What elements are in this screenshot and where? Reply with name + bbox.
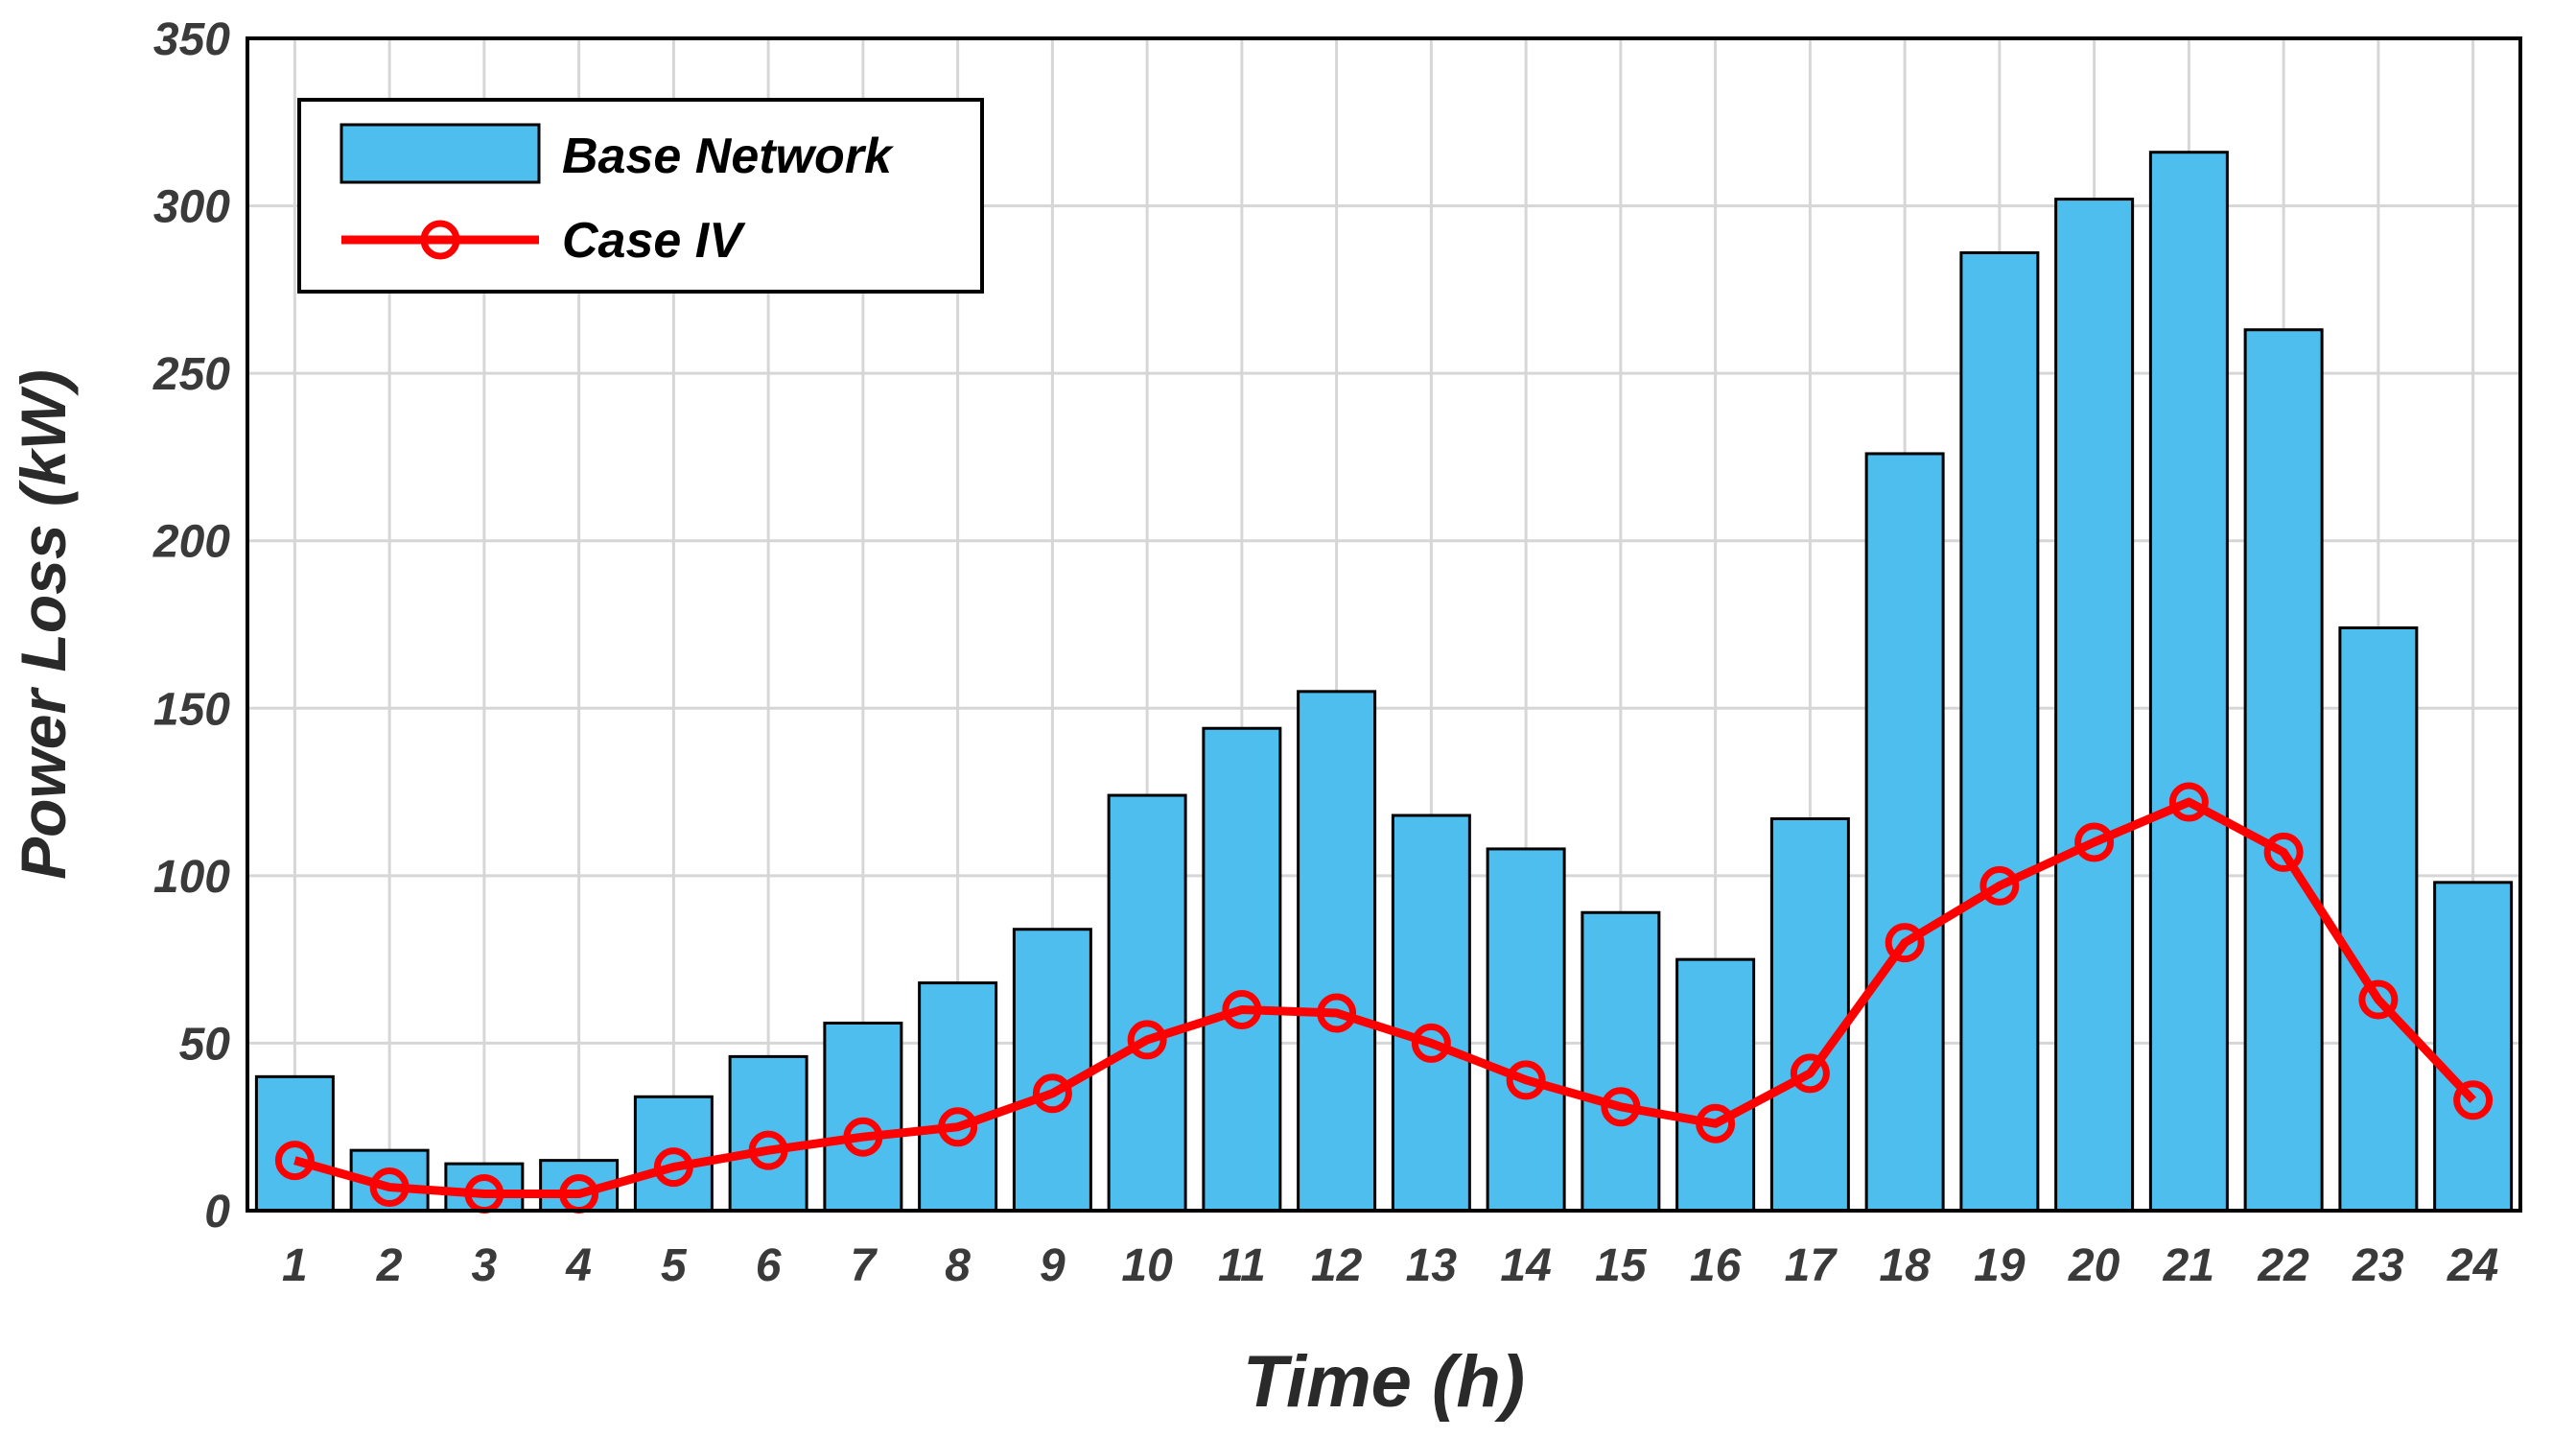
x-axis-title: Time (h)	[1243, 1341, 1525, 1423]
x-tick-label: 12	[1311, 1240, 1363, 1291]
bar-base-network-18	[1864, 452, 1945, 1213]
x-tick-label: 17	[1785, 1240, 1838, 1291]
point-case-iv-9	[1032, 1073, 1072, 1114]
x-tick-label: 14	[1500, 1240, 1551, 1291]
x-tick-label: 1	[282, 1240, 308, 1291]
x-tick-label: 24	[2447, 1240, 2498, 1291]
x-tick-label: 11	[1218, 1240, 1266, 1291]
x-tick-label: 9	[1040, 1240, 1066, 1291]
x-tick-label: 18	[1879, 1240, 1931, 1291]
bar-base-network-7	[823, 1021, 903, 1213]
point-case-iv-8	[938, 1107, 978, 1147]
x-tick-label: 5	[661, 1240, 688, 1291]
bar-base-network-11	[1202, 726, 1282, 1213]
y-tick-labels: 0 50 100 150 200 250 300 350	[152, 14, 230, 1238]
x-tick-label: 10	[1121, 1240, 1173, 1291]
bar-base-network-23	[2338, 625, 2419, 1213]
bar-base-network-12	[1297, 690, 1377, 1213]
y-tick-label: 300	[153, 182, 230, 233]
y-axis-title: Power Loss (kW)	[8, 369, 79, 880]
point-case-iv-10	[1127, 1020, 1167, 1060]
x-tick-label: 3	[472, 1240, 498, 1291]
line-case-iv	[293, 797, 2476, 1199]
y-tick-label: 50	[179, 1019, 231, 1070]
point-case-iv-13	[1411, 1023, 1451, 1063]
point-case-iv-22	[2263, 832, 2304, 872]
bar-base-network-14	[1486, 847, 1566, 1213]
bar-base-network-6	[728, 1054, 808, 1213]
point-case-iv-5	[653, 1147, 693, 1188]
plot-frame	[246, 36, 2522, 1213]
point-case-iv-23	[2358, 979, 2399, 1020]
point-case-iv-17	[1790, 1053, 1830, 1094]
point-case-iv-20	[2074, 822, 2115, 862]
y-tick-label: 350	[153, 14, 230, 65]
x-tick-label: 7	[851, 1240, 878, 1291]
point-case-iv-24	[2453, 1080, 2494, 1120]
point-case-iv-21	[2168, 782, 2209, 822]
bar-base-network-10	[1107, 793, 1187, 1213]
x-tick-label: 22	[2257, 1240, 2309, 1291]
point-case-iv-18	[1885, 923, 1925, 963]
bar-base-network-21	[2148, 151, 2229, 1213]
legend-marker-case-iv	[420, 220, 460, 260]
y-tick-label: 200	[152, 517, 230, 568]
point-case-iv-19	[1979, 865, 2020, 906]
bar-base-network-13	[1391, 813, 1471, 1213]
bar-base-network-19	[1959, 250, 2040, 1213]
bar-base-network-9	[1012, 928, 1092, 1213]
point-case-iv-3	[464, 1174, 504, 1214]
point-case-iv-4	[559, 1174, 599, 1214]
x-tick-label: 13	[1406, 1240, 1458, 1291]
bar-base-network-8	[918, 981, 998, 1213]
x-tick-label: 21	[2163, 1240, 2214, 1291]
legend-label-case-iv: Case IV	[562, 213, 746, 269]
x-tick-label: 8	[945, 1240, 971, 1291]
x-tick-label: 6	[756, 1240, 782, 1291]
legend: Base Network Case IV	[297, 98, 984, 294]
bar-base-network-20	[2054, 198, 2135, 1213]
legend-swatch-base-network	[340, 123, 541, 184]
x-tick-label: 15	[1595, 1240, 1648, 1291]
bar-base-network-22	[2243, 328, 2324, 1213]
x-tick-label: 20	[2068, 1240, 2120, 1291]
point-case-iv-15	[1601, 1087, 1641, 1127]
line-series	[274, 782, 2494, 1214]
point-case-iv-7	[843, 1117, 883, 1157]
bar-base-network-17	[1769, 817, 1850, 1213]
point-case-iv-12	[1317, 993, 1357, 1033]
y-tick-label: 250	[152, 349, 230, 400]
x-tick-label: 2	[376, 1240, 403, 1291]
y-tick-label: 150	[153, 684, 230, 735]
bar-base-network-16	[1675, 957, 1756, 1213]
y-tick-label: 0	[204, 1187, 230, 1238]
x-tick-labels: 1 2 3 4 5 6 7 8 9 10 11 12 13 14 15 16 17 18 19 20 21 22 23 24	[282, 1240, 2498, 1291]
bar-series	[254, 151, 2514, 1213]
point-case-iv-14	[1506, 1060, 1546, 1100]
x-tick-label: 19	[1974, 1240, 2026, 1291]
bar-base-network-15	[1581, 910, 1661, 1213]
bar-base-network-24	[2433, 881, 2514, 1213]
legend-label-base-network: Base Network	[562, 129, 895, 184]
point-case-iv-16	[1696, 1103, 1736, 1143]
point-case-iv-2	[369, 1167, 410, 1208]
x-tick-label: 23	[2352, 1240, 2404, 1291]
point-case-iv-6	[748, 1130, 788, 1170]
point-case-iv-1	[274, 1141, 315, 1181]
x-tick-label: 16	[1690, 1240, 1742, 1291]
point-case-iv-11	[1222, 990, 1262, 1030]
y-tick-label: 100	[153, 852, 230, 903]
x-tick-label: 4	[565, 1240, 592, 1291]
